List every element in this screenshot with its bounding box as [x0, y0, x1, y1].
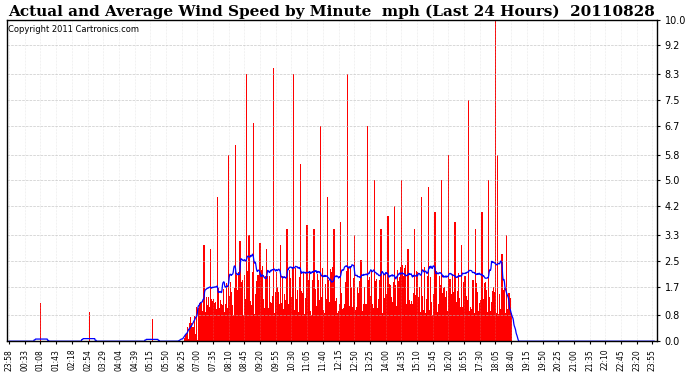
Text: Copyright 2011 Cartronics.com: Copyright 2011 Cartronics.com: [8, 24, 139, 33]
Title: Actual and Average Wind Speed by Minute  mph (Last 24 Hours)  20110828: Actual and Average Wind Speed by Minute …: [8, 4, 655, 18]
